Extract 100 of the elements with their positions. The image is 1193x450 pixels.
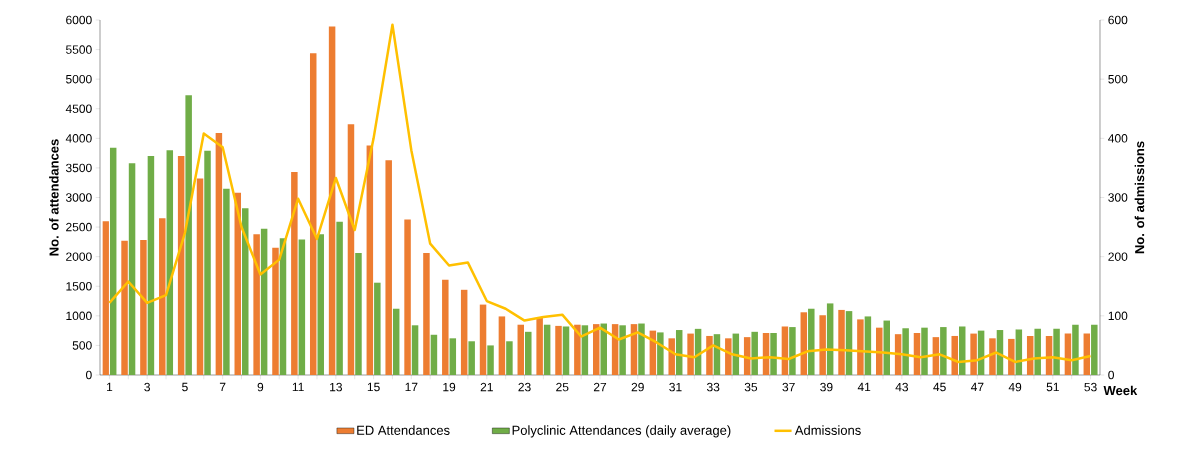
bar xyxy=(404,219,411,375)
bar xyxy=(102,221,109,375)
x-tick-label: 7 xyxy=(219,382,226,392)
x-tick-label: 29 xyxy=(631,382,644,392)
bar xyxy=(374,282,381,375)
x-tick-label: 23 xyxy=(518,382,531,392)
x-tick-label: 11 xyxy=(292,382,304,392)
x-axis-title: Week xyxy=(1103,385,1138,396)
bar xyxy=(487,345,494,375)
bar xyxy=(185,95,192,375)
bar xyxy=(638,323,645,375)
bar xyxy=(668,338,675,375)
bar xyxy=(468,341,475,375)
x-tick-label: 49 xyxy=(1008,382,1022,392)
bar xyxy=(619,325,626,375)
bar xyxy=(355,253,362,375)
x-tick-label: 3 xyxy=(144,382,150,392)
bar xyxy=(543,324,551,375)
bar xyxy=(215,133,223,375)
bar xyxy=(449,338,457,375)
bar xyxy=(223,188,230,375)
y2-tick-label: 100 xyxy=(1108,311,1128,321)
bar xyxy=(328,26,336,375)
y-tick-label: 1000 xyxy=(66,311,92,321)
x-tick-label: 37 xyxy=(782,382,795,392)
bar xyxy=(506,341,513,375)
bar xyxy=(411,325,419,375)
y-tick-label: 2000 xyxy=(66,252,92,261)
bar xyxy=(460,289,468,375)
bar xyxy=(819,315,826,375)
bar xyxy=(1053,328,1060,375)
x-tick-label: 53 xyxy=(1084,382,1097,392)
bar xyxy=(479,304,487,375)
legend-label: ED Attendances xyxy=(357,425,450,435)
bar xyxy=(347,124,355,375)
bar xyxy=(517,324,525,375)
y-tick-label: 500 xyxy=(72,341,92,350)
bar xyxy=(147,156,155,375)
bar xyxy=(940,327,947,375)
bar xyxy=(272,247,279,375)
x-tick-label: 35 xyxy=(744,382,758,392)
bar xyxy=(253,234,260,375)
y2-tick-label: 600 xyxy=(1108,15,1128,25)
bar xyxy=(1034,328,1041,375)
bar xyxy=(298,239,306,375)
bar xyxy=(140,240,147,375)
x-tick-label: 45 xyxy=(933,382,946,392)
bar xyxy=(751,331,758,375)
legend-label: Admissions xyxy=(794,425,861,435)
bar xyxy=(770,332,777,375)
x-tick-label: 27 xyxy=(593,382,607,392)
bar xyxy=(808,308,815,375)
x-tick-label: 41 xyxy=(857,382,871,392)
bar xyxy=(921,327,928,375)
bar xyxy=(260,228,268,375)
bar xyxy=(536,317,543,375)
x-tick-label: 39 xyxy=(820,382,833,392)
y2-tick-label: 300 xyxy=(1108,193,1128,202)
bar xyxy=(159,218,166,375)
bar xyxy=(555,325,562,375)
y2-tick-label: 400 xyxy=(1108,134,1128,143)
bar xyxy=(109,147,117,375)
y-tick-label: 5000 xyxy=(65,74,92,84)
bar xyxy=(121,240,128,375)
x-tick-label: 15 xyxy=(367,382,380,392)
y-tick-label: 4500 xyxy=(65,104,92,113)
x-tick-label: 9 xyxy=(257,382,264,392)
bar xyxy=(525,331,532,375)
bar xyxy=(385,160,392,375)
bar xyxy=(989,338,996,375)
y2-tick-label: 0 xyxy=(1108,370,1114,380)
bar xyxy=(1008,338,1015,375)
bar xyxy=(725,338,732,375)
x-tick-label: 17 xyxy=(405,382,418,392)
bar xyxy=(706,335,713,375)
y2-axis-title: No. of admissions xyxy=(1134,141,1145,254)
bar xyxy=(423,253,430,375)
bar xyxy=(902,328,909,375)
bar xyxy=(1091,324,1098,375)
bar xyxy=(600,323,607,375)
x-tick-label: 13 xyxy=(330,382,342,392)
x-tick-label: 43 xyxy=(895,382,909,392)
bar xyxy=(838,309,845,375)
bar xyxy=(657,332,664,375)
bar xyxy=(562,326,570,375)
bar xyxy=(430,334,438,375)
y2-tick-label: 200 xyxy=(1108,252,1128,261)
bar xyxy=(970,333,977,375)
y-tick-label: 0 xyxy=(86,370,92,380)
x-tick-label: 51 xyxy=(1046,382,1059,392)
y-tick-label: 4000 xyxy=(65,134,92,143)
y-tick-label: 3000 xyxy=(65,193,92,202)
bar xyxy=(128,163,136,375)
bar xyxy=(196,178,204,375)
bar xyxy=(242,208,249,375)
bar xyxy=(857,319,864,375)
x-tick-label: 5 xyxy=(182,382,188,392)
x-tick-label: 33 xyxy=(706,382,720,392)
bar xyxy=(574,324,581,375)
x-tick-label: 25 xyxy=(556,382,569,392)
